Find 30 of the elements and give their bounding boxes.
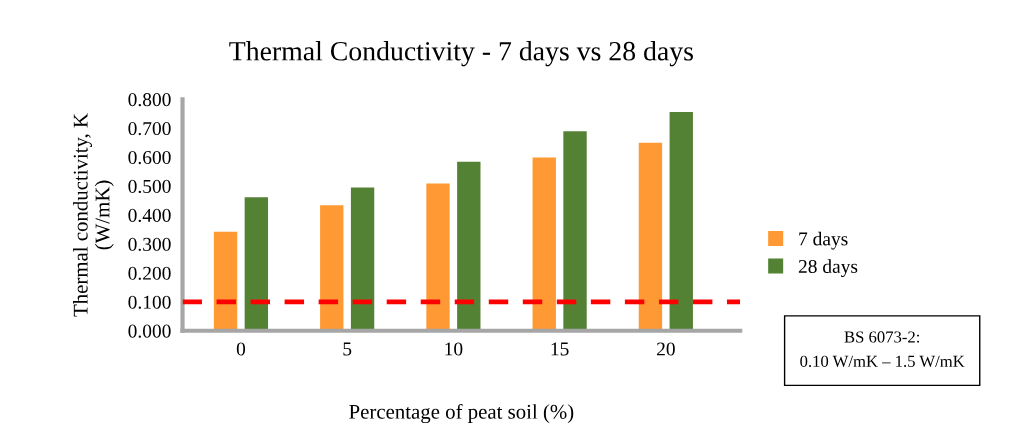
y-tick-label: 0.600 [128,150,171,165]
x-tick-label: 20 [656,342,675,356]
y-tick-label: 0.400 [128,208,171,223]
y-tick-label: 0.300 [128,237,171,251]
legend-label: 28 days [798,259,858,278]
bar [563,131,587,331]
x-tick-label: 10 [445,342,463,356]
bar [213,231,238,331]
bar [350,187,375,331]
y-tick-label: 0.800 [128,93,171,107]
y-tick-label: 0.500 [128,179,171,194]
bar [426,183,450,331]
bar [669,111,693,331]
y-tick-label: 0.000 [128,324,171,338]
x-axis-title: Percentage of peat soil (%) [349,403,574,424]
bar [244,197,269,331]
text: BS 6073-2: 0.10 W/mK – 1.5 W/mK [800,331,965,368]
x-tick-label: 15 [551,342,569,356]
x-tick-label: 0 [236,342,246,356]
y-axis-title: Thermal conductivity, K (W/mK) [73,113,114,317]
bar [532,157,556,331]
bar [457,161,481,331]
bar [638,142,663,331]
x-tick-label: 5 [343,342,352,356]
y-tick-label: 0.100 [128,295,171,309]
y-tick-label: 0.200 [128,266,171,280]
bar [320,205,344,331]
legend-label: 7 days [799,231,848,250]
y-tick-label: 0.700 [128,121,171,136]
chart-title: Thermal Conductivity - 7 days vs 28 days [229,41,693,67]
